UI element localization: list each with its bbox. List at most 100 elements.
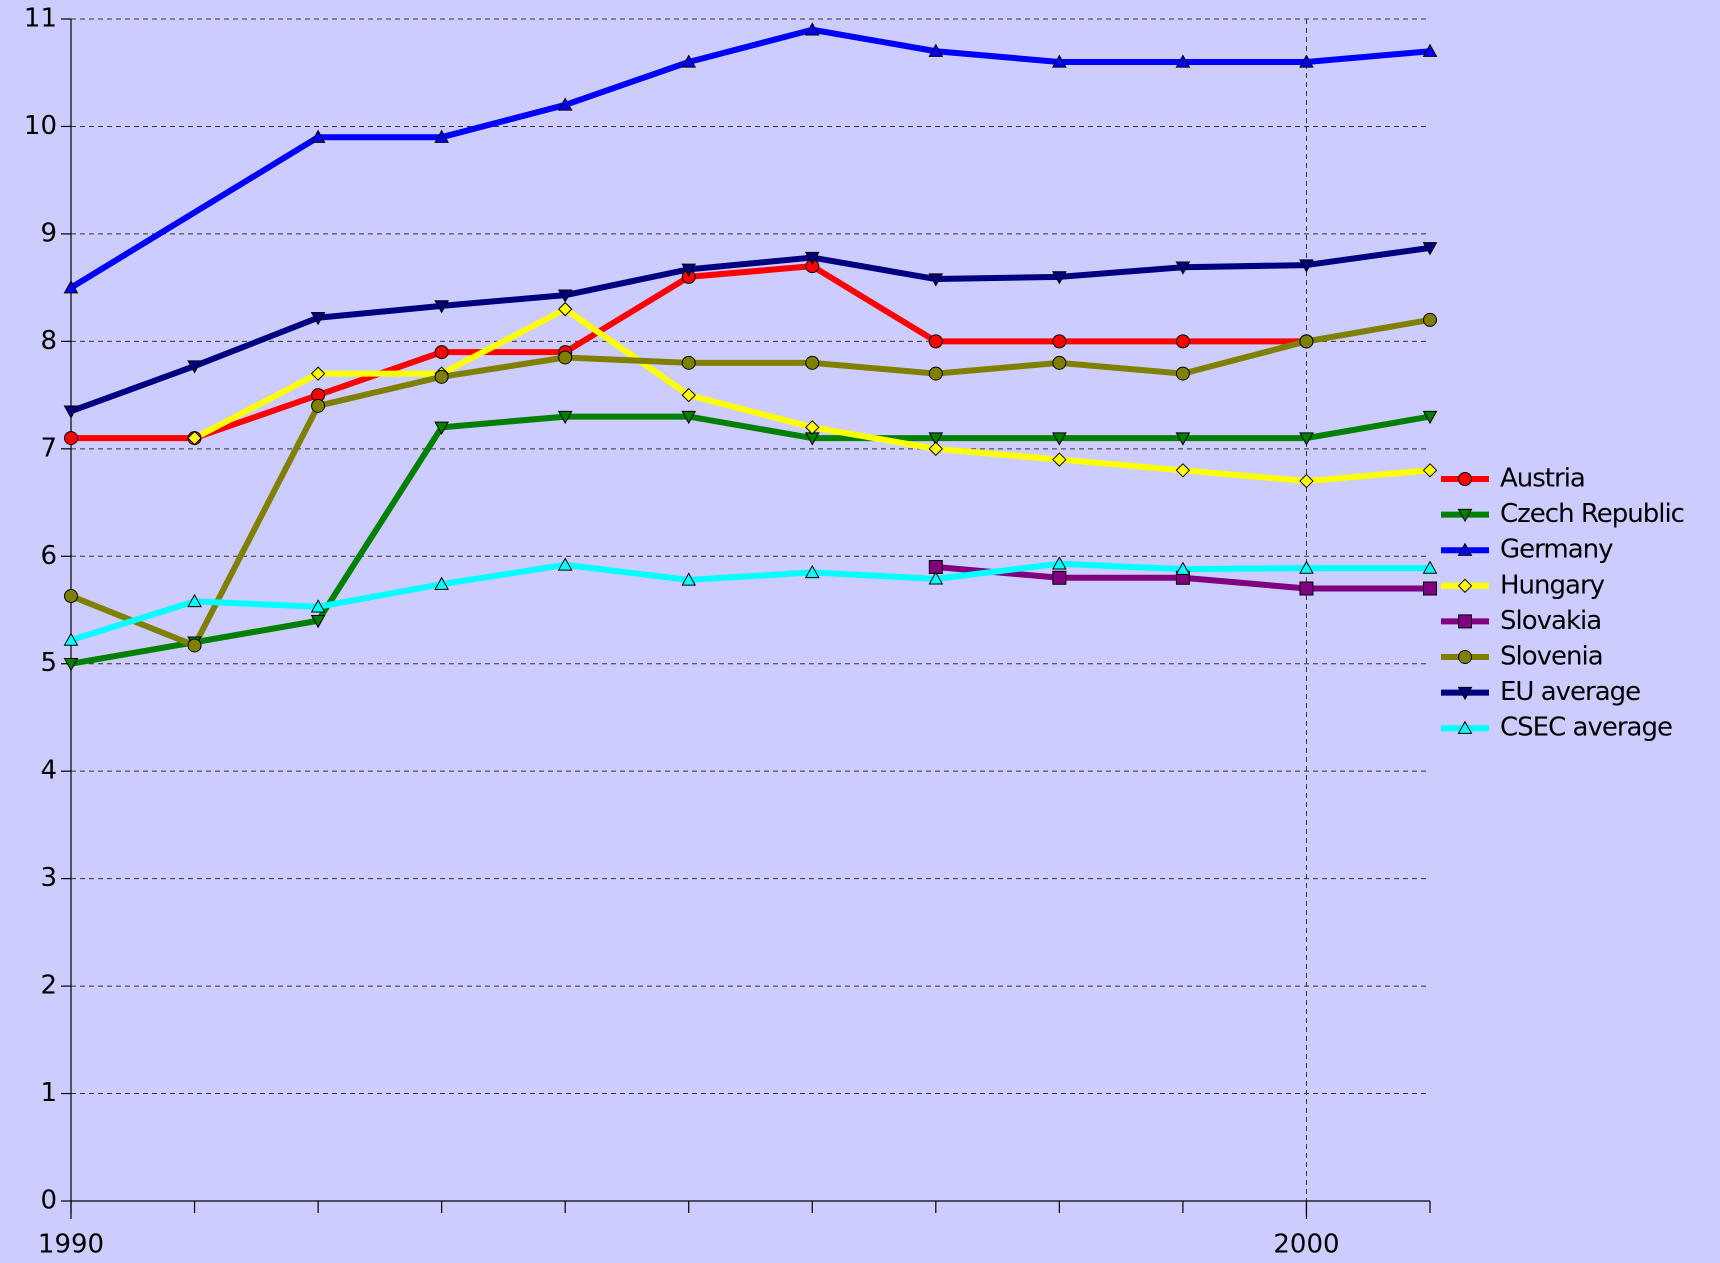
data-point bbox=[1299, 432, 1314, 446]
data-point bbox=[805, 355, 820, 370]
data-point bbox=[681, 263, 697, 277]
data-point bbox=[557, 410, 573, 425]
data-point bbox=[928, 432, 944, 446]
data-point bbox=[804, 22, 820, 36]
data-point bbox=[1175, 463, 1191, 478]
data-point bbox=[1052, 271, 1067, 285]
y-tick-label: 6 bbox=[40, 541, 57, 571]
data-point bbox=[681, 355, 696, 370]
data-point bbox=[1052, 556, 1067, 570]
y-tick-label: 4 bbox=[40, 756, 57, 786]
series-line bbox=[70, 560, 1430, 643]
data-point bbox=[1175, 366, 1190, 381]
series-line bbox=[69, 316, 1431, 649]
data-point bbox=[434, 345, 449, 360]
data-point bbox=[63, 658, 79, 672]
data-point bbox=[1422, 410, 1438, 425]
data-point bbox=[1052, 570, 1067, 585]
data-point bbox=[1299, 54, 1314, 68]
data-point bbox=[804, 251, 820, 266]
data-point bbox=[1299, 473, 1314, 489]
y-tick-label: 8 bbox=[40, 326, 57, 356]
data-point bbox=[434, 576, 449, 590]
data-point bbox=[310, 366, 326, 381]
data-point bbox=[681, 572, 697, 586]
series-line bbox=[70, 413, 1431, 667]
y-tick-label: 11 bbox=[24, 4, 57, 34]
y-tick-label: 5 bbox=[40, 648, 57, 678]
data-point bbox=[1175, 432, 1191, 446]
data-point bbox=[310, 599, 326, 613]
data-point bbox=[434, 300, 449, 314]
data-point bbox=[1422, 560, 1438, 574]
y-tick-label: 1 bbox=[40, 1078, 57, 1108]
data-point bbox=[681, 410, 697, 425]
data-point bbox=[1052, 334, 1067, 349]
data-point bbox=[557, 289, 573, 303]
data-point bbox=[557, 301, 573, 317]
data-point bbox=[187, 638, 202, 653]
data-point bbox=[63, 405, 79, 419]
data-point bbox=[1052, 54, 1067, 68]
legend-marker bbox=[1457, 508, 1473, 523]
legend-marker bbox=[1457, 542, 1473, 556]
data-point bbox=[804, 564, 820, 579]
y-tick-label: 2 bbox=[40, 971, 57, 1001]
legend-label: EU average bbox=[1500, 677, 1640, 707]
data-point bbox=[1423, 581, 1437, 596]
data-point bbox=[928, 43, 944, 57]
data-point bbox=[1422, 242, 1438, 256]
data-point bbox=[928, 273, 944, 287]
x-tick-label: 2000 bbox=[1273, 1230, 1339, 1260]
data-point bbox=[805, 420, 820, 435]
data-point bbox=[310, 615, 326, 629]
data-point bbox=[1175, 561, 1191, 575]
legend-marker bbox=[1458, 650, 1472, 664]
data-point bbox=[1175, 54, 1191, 68]
data-point bbox=[1052, 432, 1067, 446]
data-point bbox=[1422, 463, 1438, 478]
series-line bbox=[69, 244, 1431, 415]
data-point bbox=[1175, 261, 1191, 275]
legend-label: Austria bbox=[1500, 464, 1585, 494]
data-point bbox=[310, 129, 326, 143]
data-point bbox=[1052, 355, 1067, 370]
data-point bbox=[928, 334, 943, 349]
data-point bbox=[558, 350, 573, 365]
data-point bbox=[64, 431, 78, 446]
data-point bbox=[434, 421, 449, 435]
legend-label: Slovenia bbox=[1500, 642, 1603, 672]
legend-label: CSEC average bbox=[1500, 713, 1672, 743]
legend-marker bbox=[1457, 578, 1473, 594]
data-point bbox=[681, 54, 697, 68]
data-point bbox=[557, 97, 573, 111]
data-point bbox=[1299, 259, 1314, 273]
data-point bbox=[1423, 312, 1437, 327]
data-point bbox=[434, 369, 449, 384]
legend-marker bbox=[1458, 472, 1472, 486]
data-point bbox=[63, 632, 79, 646]
y-tick-label: 9 bbox=[40, 218, 57, 248]
data-point bbox=[1299, 560, 1314, 574]
legend-marker bbox=[1457, 686, 1473, 701]
data-point bbox=[928, 366, 943, 381]
data-point bbox=[1422, 43, 1438, 57]
data-point bbox=[310, 312, 326, 326]
legend-label: Hungary bbox=[1500, 570, 1605, 600]
data-point bbox=[1299, 334, 1314, 349]
data-point bbox=[557, 557, 573, 571]
data-point bbox=[311, 398, 326, 413]
data-point bbox=[928, 571, 944, 585]
legend-marker bbox=[1458, 614, 1472, 629]
legend-label: Slovakia bbox=[1500, 606, 1601, 636]
data-point bbox=[64, 589, 78, 604]
data-point bbox=[1052, 452, 1067, 467]
data-point bbox=[187, 360, 202, 374]
data-point bbox=[928, 441, 944, 457]
y-tick-label: 0 bbox=[40, 1186, 57, 1216]
y-tick-label: 3 bbox=[40, 863, 57, 893]
data-point bbox=[187, 593, 202, 608]
legend-label: Germany bbox=[1500, 535, 1613, 565]
